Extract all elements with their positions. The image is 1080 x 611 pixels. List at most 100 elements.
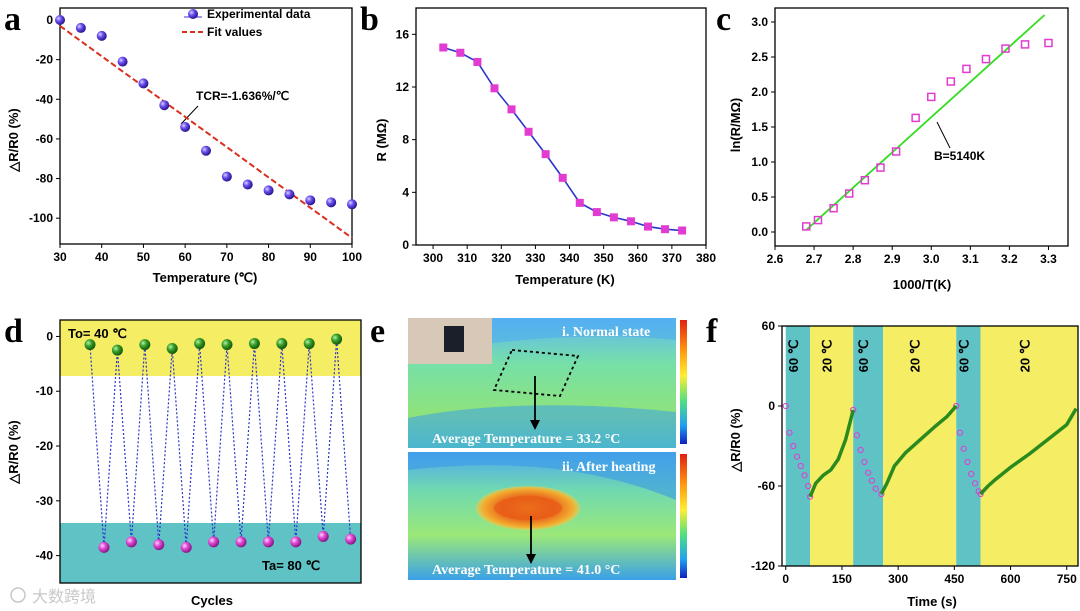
band-hot [956, 326, 981, 566]
a-xtick-label: 40 [95, 250, 109, 264]
b-xtick-label: 310 [457, 251, 477, 265]
heating-point [857, 446, 864, 454]
d-ytick-label: 0 [46, 329, 53, 343]
readout-normal: Average Temperature = 33.2 °C [432, 432, 620, 447]
fit-line [59, 25, 353, 239]
f-xtick-label: 150 [832, 572, 852, 586]
b-ylabel: R (MΩ) [374, 119, 389, 162]
f-xtick-label: 600 [1001, 572, 1021, 586]
band-label: 20 ℃ [908, 340, 923, 373]
a-xtick-label: 70 [220, 250, 234, 264]
c-xtick-label: 3.2 [1001, 252, 1018, 266]
band-label: 60 ℃ [956, 340, 971, 373]
point-80c [345, 533, 357, 545]
c-ytick-label: 3.0 [751, 15, 768, 29]
point-80c [180, 541, 192, 553]
a-plot-frame [59, 7, 353, 245]
b-xtick-label: 370 [662, 251, 682, 265]
point-40c [166, 342, 178, 354]
heating-point [786, 429, 793, 436]
c-xtick-label: 2.9 [884, 252, 901, 266]
a-xtick-label: 60 [178, 250, 192, 264]
heating-point [801, 472, 808, 479]
a-ytick-label: -40 [36, 92, 54, 106]
heating-point [805, 482, 812, 490]
panel-label-d: d [4, 313, 23, 350]
experimental-point [159, 100, 170, 111]
watermark: 大数跨境 [10, 587, 96, 606]
b-ytick-label: 8 [402, 133, 409, 147]
experimental-point [305, 195, 316, 206]
a-xtick-label: 80 [262, 250, 276, 264]
point-40c [303, 338, 315, 350]
color-scale-normal [680, 320, 687, 444]
d-plot-frame [59, 319, 362, 584]
heating-point [960, 445, 967, 452]
point-80c [125, 536, 137, 548]
watermark-text: 大数跨境 [32, 587, 96, 606]
ln-point [844, 189, 854, 198]
b-ytick-label: 16 [396, 27, 410, 41]
d-band-top-label: To= 40 ℃ [68, 326, 127, 341]
b-constant-arrow [936, 121, 951, 149]
ln-point [981, 54, 991, 64]
b-plot-frame [415, 7, 707, 246]
f-ytick-label: 0 [768, 399, 775, 413]
f-ytick-label: 60 [762, 319, 776, 333]
legend-fit: Fit values [207, 25, 263, 39]
b-xtick-label: 380 [696, 251, 716, 265]
resistance-point [592, 208, 601, 217]
panel-label-e: e [370, 313, 385, 350]
d-band-80c [60, 523, 361, 583]
band-cool [980, 326, 1078, 566]
b-xtick-label: 340 [560, 251, 580, 265]
d-ytick-label: -30 [36, 494, 54, 508]
cooling-line [979, 407, 1078, 496]
heating-point [797, 462, 804, 470]
c-ytick-label: 1.5 [751, 120, 768, 134]
c-xtick-label: 3.1 [962, 252, 979, 266]
color-scale-heated [680, 454, 687, 578]
panel-label-f: f [706, 313, 718, 350]
experimental-point [180, 122, 191, 133]
point-40c [111, 344, 123, 356]
f-xtick-label: 450 [944, 572, 964, 586]
d-band-bottom-label: Ta= 80 ℃ [262, 558, 320, 573]
f-ytick-label: -120 [751, 559, 775, 573]
b-ytick-label: 4 [402, 185, 409, 199]
resistance-point [456, 48, 465, 57]
point-80c [153, 539, 165, 551]
heating-point [790, 442, 797, 450]
c-ytick-label: 0.5 [751, 190, 768, 204]
cycle-line [89, 339, 352, 548]
c-ytick-label: 2.0 [751, 85, 768, 99]
experimental-point [347, 199, 357, 210]
cooling-line [879, 404, 958, 495]
b-xlabel: Temperature (K) [515, 272, 614, 287]
heating-point [868, 477, 876, 484]
sensor-patch [444, 326, 464, 352]
point-40c [139, 339, 151, 351]
panel-d-chart: To= 40 ℃ Ta= 80 ℃ △R/R0 (%) Cycles 0 -10 -… [6, 319, 362, 608]
legend-marker-experimental [188, 9, 198, 19]
point-40c [84, 339, 96, 351]
experimental-point [284, 189, 295, 200]
legend-experimental: Experimental data [207, 7, 311, 21]
f-xtick-label: 750 [1057, 572, 1077, 586]
tcr-arrow [180, 105, 199, 125]
heating-point [782, 402, 789, 410]
ln-point [1044, 38, 1053, 48]
f-plot-frame [781, 325, 1079, 567]
point-40c [276, 338, 288, 350]
point-40c [221, 339, 233, 351]
experimental-point [263, 185, 274, 196]
measurement-region [492, 349, 580, 397]
c-xtick-label: 3.3 [1040, 252, 1057, 266]
experimental-point [221, 171, 232, 182]
b-xtick-label: 300 [423, 251, 443, 265]
ln-point [829, 203, 838, 213]
ln-point [946, 77, 956, 86]
b-xtick-label: 350 [594, 251, 614, 265]
panel-c-chart: B=5140K ln(R/MΩ) 1000/T(K) 2.6 2.7 2.8 2.9 3… [728, 7, 1069, 292]
resistance-point [473, 57, 482, 66]
